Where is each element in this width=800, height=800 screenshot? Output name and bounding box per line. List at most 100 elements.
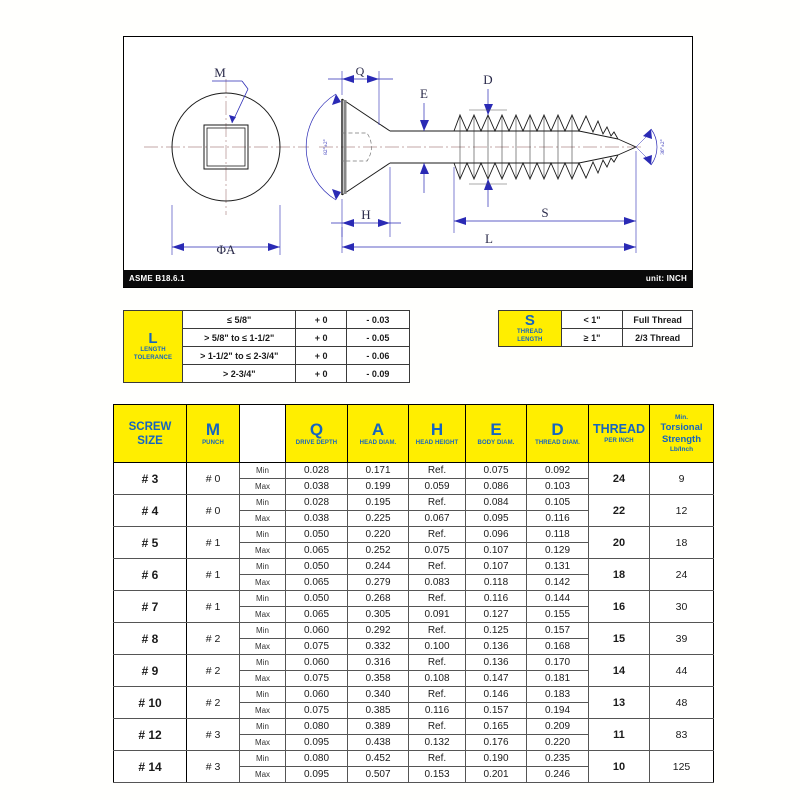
cell-h-ref-label: Ref. [408, 750, 466, 767]
cell-d-max: 0.168 [526, 638, 589, 655]
cell-punch: # 0 [186, 462, 240, 495]
cell-e-max: 0.157 [465, 702, 527, 719]
header-thread-per-inch: THREAD PER INCH [588, 404, 650, 463]
cell-a-min: 0.292 [347, 622, 409, 639]
key-letter-s: S [524, 312, 535, 329]
header-d-thread-diam: D THREAD DIAM. [526, 404, 589, 463]
cell-h-ref-label: Ref. [408, 718, 466, 735]
table-row: Max 0.038 0.199 0.059 0.086 0.103 [114, 478, 714, 495]
cell-a-min: 0.452 [347, 750, 409, 767]
cell-screw-size: # 7 [113, 590, 187, 623]
tolerance-minus: - 0.09 [345, 364, 411, 383]
table-header-row: SCREW SIZE M PUNCH Q DRIVE DEPTH A HEAD … [113, 404, 714, 463]
cell-screw-size: # 4 [113, 494, 187, 527]
cell-d-max: 0.246 [526, 766, 589, 783]
cell-h-ref-value: 0.075 [408, 542, 466, 559]
cell-a-min: 0.220 [347, 526, 409, 543]
tolerance-range: > 1-1/2" to ≤ 2-3/4" [181, 346, 297, 365]
header-e-letter: E [490, 419, 502, 439]
header-e-sub: BODY DIAM. [477, 439, 515, 446]
cell-punch: # 2 [186, 622, 240, 655]
cell-e-max: 0.127 [465, 606, 527, 623]
cell-h-ref-label: Ref. [408, 494, 466, 511]
table-row: S THREAD LENGTH < 1" Full Thread [498, 310, 693, 347]
label-s: S [541, 205, 548, 220]
table-row: # 5 # 1 Min 0.050 0.220 Ref. 0.096 0.118 20 18 [113, 526, 714, 559]
thread-length-key-cell: S THREAD LENGTH [498, 310, 562, 347]
header-tors-line3: Strength [661, 433, 702, 445]
label-h: H [361, 207, 370, 222]
header-tors-line4: Lb/Inch [669, 446, 694, 453]
cell-a-max: 0.358 [347, 670, 409, 687]
cell-e-min: 0.107 [465, 558, 527, 575]
cell-e-min: 0.125 [465, 622, 527, 639]
cell-d-min: 0.235 [526, 750, 589, 767]
cell-e-max: 0.201 [465, 766, 527, 783]
standard-label: ASME B18.6.1 [129, 274, 185, 283]
table-row: Max 0.095 0.438 0.132 0.176 0.220 [114, 734, 714, 751]
cell-d-max: 0.181 [526, 670, 589, 687]
cell-e-max: 0.107 [465, 542, 527, 559]
cell-screw-size: # 6 [113, 558, 187, 591]
cell-a-min: 0.316 [347, 654, 409, 671]
tolerance-minus: - 0.06 [345, 346, 411, 365]
header-h-sub: HEAD HEIGHT [415, 439, 459, 446]
cell-thread-per-inch: 15 [588, 622, 650, 655]
cell-torsional-strength: 12 [649, 494, 714, 527]
cell-punch: # 1 [186, 558, 240, 591]
table-row: # 9 # 2 Min 0.060 0.316 Ref. 0.136 0.170 14 44 [113, 654, 714, 687]
cell-e-max: 0.147 [465, 670, 527, 687]
cell-a-max: 0.252 [347, 542, 409, 559]
table-row: ≥ 1" 2/3 Thread [499, 328, 693, 347]
cell-max-label: Max [239, 510, 286, 527]
label-point-angle: 30°±2° [659, 139, 666, 155]
cell-q-min: 0.050 [285, 590, 348, 607]
label-m: M [214, 65, 226, 80]
tolerance-minus: - 0.03 [345, 310, 411, 329]
cell-a-max: 0.332 [347, 638, 409, 655]
screw-dimension-table: SCREW SIZE M PUNCH Q DRIVE DEPTH A HEAD … [113, 404, 714, 783]
tolerance-range: > 2-3/4" [181, 364, 297, 383]
screw-drawing-svg: M ΦA Q E D H S L 82°±2° 30°±2° [144, 64, 666, 257]
cell-a-max: 0.225 [347, 510, 409, 527]
label-head-angle: 82°±2° [322, 139, 329, 155]
cell-punch: # 2 [186, 654, 240, 687]
cell-d-min: 0.144 [526, 590, 589, 607]
cell-d-max: 0.116 [526, 510, 589, 527]
cell-max-label: Max [239, 670, 286, 687]
cell-h-ref-label: Ref. [408, 622, 466, 639]
cell-q-max: 0.065 [285, 606, 348, 623]
length-tolerance-table: L LENGTH TOLERANCE ≤ 5/8" + 0 - 0.03 > 5… [123, 310, 411, 383]
cell-min-label: Min [239, 718, 286, 735]
cell-q-max: 0.038 [285, 478, 348, 495]
thread-result: Full Thread [622, 310, 693, 329]
cell-d-max: 0.220 [526, 734, 589, 751]
thread-length-table: S THREAD LENGTH < 1" Full Thread ≥ 1" 2/… [498, 310, 693, 347]
cell-d-max: 0.129 [526, 542, 589, 559]
table-row: # 12 # 3 Min 0.080 0.389 Ref. 0.165 0.209 11 83 [113, 718, 714, 751]
table-row: # 8 # 2 Min 0.060 0.292 Ref. 0.125 0.157 15 39 [113, 622, 714, 655]
cell-e-max: 0.136 [465, 638, 527, 655]
cell-screw-size: # 5 [113, 526, 187, 559]
cell-punch: # 1 [186, 590, 240, 623]
cell-thread-per-inch: 16 [588, 590, 650, 623]
key-sub-thread: THREAD [517, 329, 543, 335]
key-sub-length: LENGTH [517, 336, 543, 343]
thread-condition: ≥ 1" [560, 328, 624, 347]
header-d-letter: D [551, 419, 564, 439]
header-h-letter: H [430, 419, 444, 439]
thread-result: 2/3 Thread [622, 328, 693, 347]
cell-min-label: Min [239, 622, 286, 639]
table-row: > 1-1/2" to ≤ 2-3/4" + 0 - 0.06 [124, 346, 411, 365]
cell-thread-per-inch: 14 [588, 654, 650, 687]
tolerance-plus: + 0 [295, 364, 347, 383]
cell-min-label: Min [239, 750, 286, 767]
tolerance-plus: + 0 [295, 328, 347, 347]
cell-h-ref-value: 0.091 [408, 606, 466, 623]
cell-a-min: 0.171 [347, 462, 409, 479]
cell-e-max: 0.086 [465, 478, 527, 495]
cell-screw-size: # 12 [113, 718, 187, 751]
cell-h-ref-label: Ref. [408, 558, 466, 575]
cell-d-min: 0.092 [526, 462, 589, 479]
cell-punch: # 3 [186, 718, 240, 751]
